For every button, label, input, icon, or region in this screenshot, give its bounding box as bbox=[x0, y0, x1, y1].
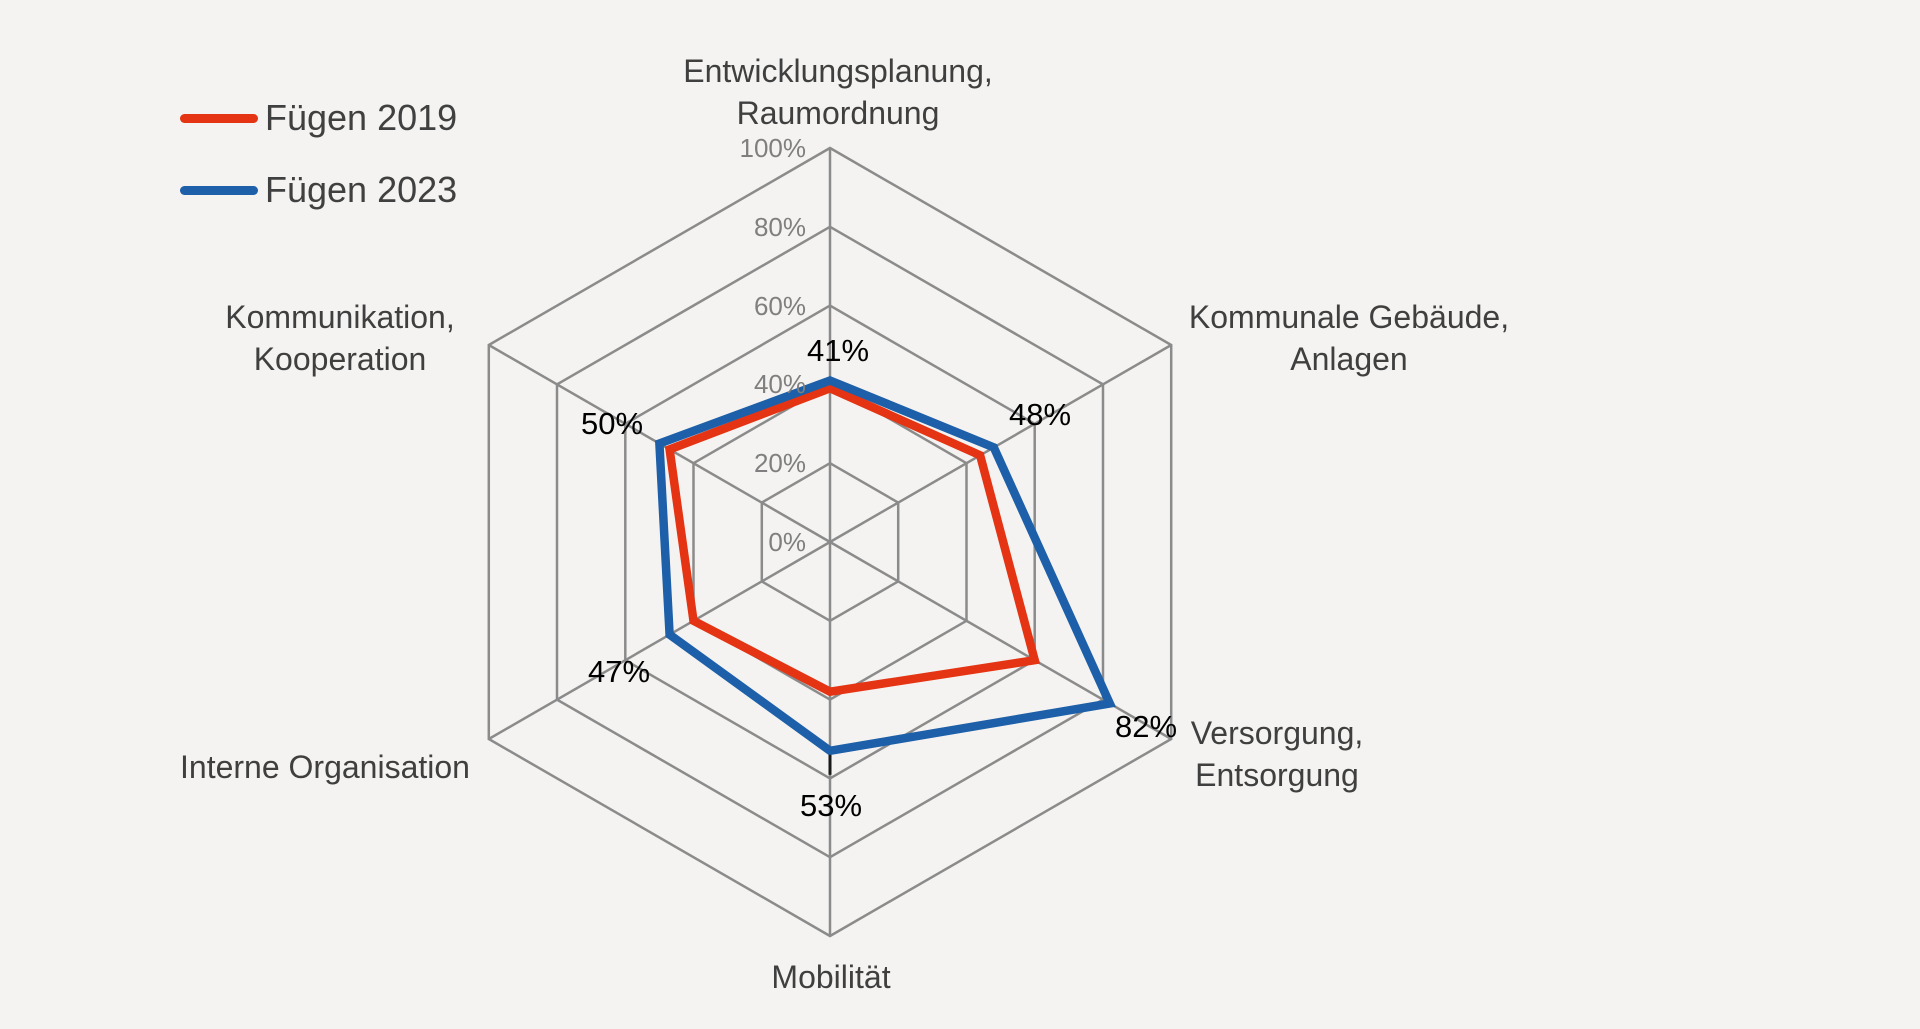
axis-label-kommunale-gebaeude: Kommunale Gebäude, Anlagen bbox=[1049, 296, 1649, 380]
legend-item-2023: Fügen 2023 bbox=[180, 168, 457, 212]
data-label-interne-organisation: 47% bbox=[587, 654, 651, 689]
legend: Fügen 2019 Fügen 2023 bbox=[180, 96, 457, 240]
axis-label-line: Versorgung, bbox=[1190, 715, 1364, 751]
axis-label-line: Kommunikation, bbox=[225, 299, 455, 335]
axis-label-entwicklungsplanung: Entwicklungsplanung, Raumordnung bbox=[488, 50, 1188, 134]
axis-label-line: Anlagen bbox=[1290, 341, 1408, 377]
axis-label-versorgung: Versorgung, Entsorgung bbox=[1027, 712, 1527, 796]
axis-label-interne-organisation: Interne Organisation bbox=[75, 746, 575, 788]
axis-label-mobilitaet: Mobilität bbox=[631, 956, 1031, 998]
axis-label-line: Raumordnung bbox=[736, 95, 940, 131]
tick-label-80: 80% bbox=[753, 212, 806, 242]
axis-label-line: Interne Organisation bbox=[180, 749, 470, 785]
axis-label-line: Kommunale Gebäude, bbox=[1188, 299, 1510, 335]
tick-label-100: 100% bbox=[739, 133, 807, 163]
data-label-entwicklungsplanung: 41% bbox=[806, 333, 870, 368]
legend-swatch-2019 bbox=[180, 113, 258, 123]
data-label-kommunale-gebaeude: 48% bbox=[1008, 397, 1072, 432]
axis-label-line: Entwicklungsplanung, bbox=[683, 53, 993, 89]
axis-label-line: Kooperation bbox=[253, 341, 427, 377]
axis-label-line: Entsorgung bbox=[1195, 757, 1359, 793]
legend-label-2019: Fügen 2019 bbox=[265, 97, 458, 138]
tick-label-20: 20% bbox=[753, 448, 806, 478]
axis-label-line: Mobilität bbox=[771, 959, 891, 995]
axis-label-kommunikation: Kommunikation, Kooperation bbox=[90, 296, 590, 380]
legend-swatch-2023 bbox=[180, 185, 258, 195]
data-label-versorgung: 82% bbox=[1114, 709, 1178, 744]
legend-label-2023: Fügen 2023 bbox=[265, 169, 458, 210]
tick-label-60: 60% bbox=[753, 291, 806, 321]
data-label-kommunikation: 50% bbox=[580, 406, 644, 441]
data-label-mobilitaet: 53% bbox=[799, 788, 863, 823]
tick-label-0: 0% bbox=[768, 527, 806, 557]
legend-item-2019: Fügen 2019 bbox=[180, 96, 457, 140]
tick-label-40: 40% bbox=[753, 369, 806, 399]
